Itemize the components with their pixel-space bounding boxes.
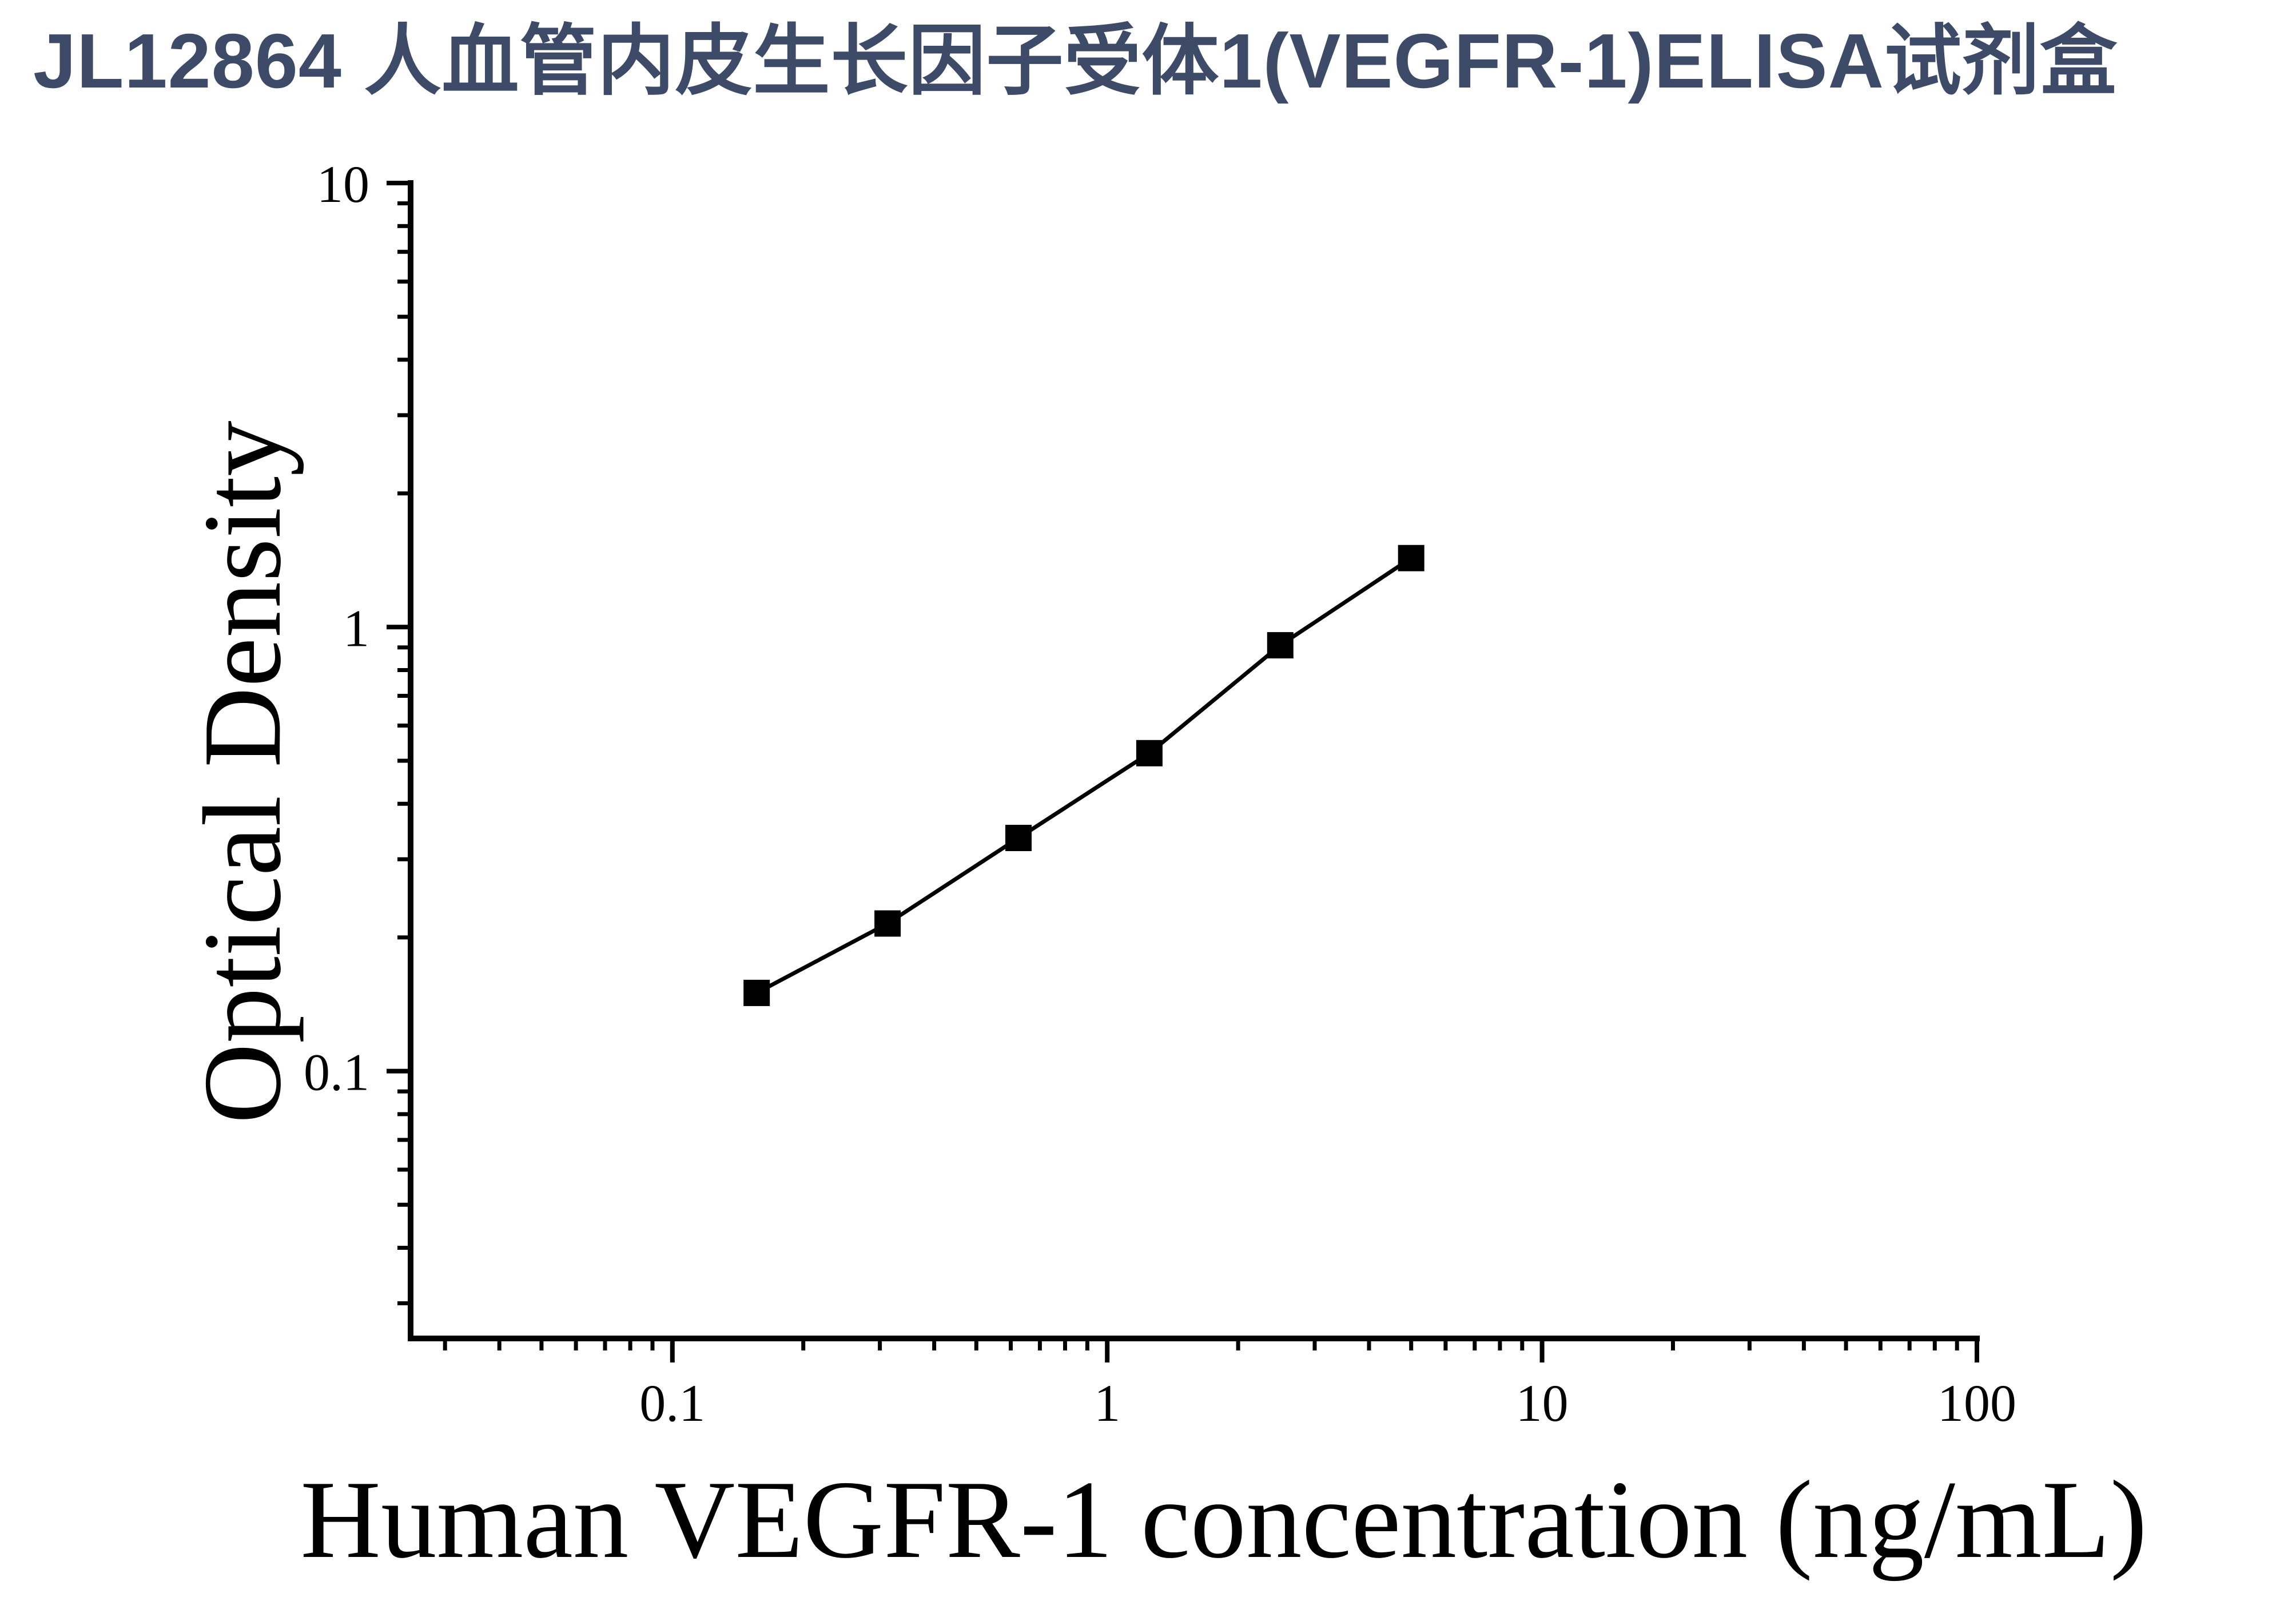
data-point-marker: [874, 910, 901, 937]
axis-tick-labels: 0.1 1 10 100 10 1 0.1: [304, 155, 2016, 1432]
y-tick-label: 1: [343, 599, 369, 657]
data-point-marker: [1136, 740, 1163, 766]
data-point-marker: [1005, 825, 1032, 852]
x-axis-title: Human VEGFR-1 concentration (ng/mL): [300, 1458, 2147, 1582]
x-tick-label: 1: [1094, 1374, 1120, 1432]
x-tick-label: 10: [1516, 1374, 1569, 1432]
data-series: [743, 545, 1424, 1006]
data-point-marker: [1267, 632, 1294, 659]
y-axis-title: Optical Density: [181, 420, 304, 1123]
data-point-marker: [1398, 545, 1424, 571]
axis-ticks: [387, 181, 1979, 1362]
figure-title: JL12864 人血管内皮生长因子受体1(VEGFR-1)ELISA试剂盒: [33, 18, 2118, 104]
data-point-marker: [743, 979, 770, 1006]
x-tick-label: 0.1: [639, 1374, 705, 1432]
y-tick-label: 10: [317, 155, 369, 213]
standard-curve-line: [755, 556, 1412, 995]
x-tick-label: 100: [1937, 1374, 2016, 1432]
y-tick-label: 0.1: [304, 1043, 369, 1102]
